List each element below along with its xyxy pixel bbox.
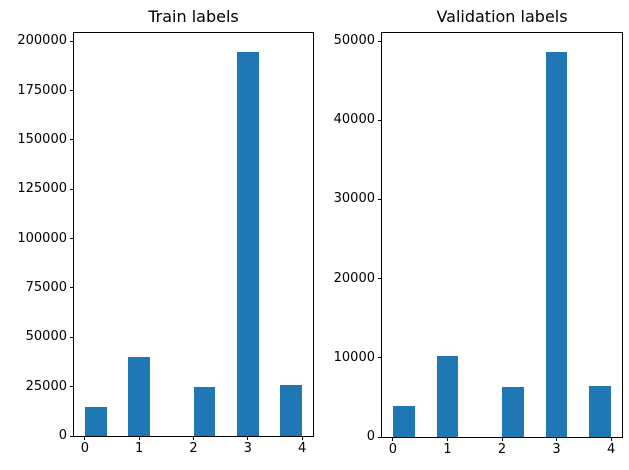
validation-chart-title: Validation labels [436,7,568,26]
y-tick-mark [70,287,74,289]
x-tick-mark [556,437,558,441]
histogram-bar-class-0 [392,405,415,437]
x-tick-label: 0 [388,442,398,457]
x-tick-label: 3 [243,441,252,456]
histogram-bar-class-3 [237,52,259,436]
y-tick-mark [70,435,74,437]
x-tick-mark [446,437,448,441]
x-tick-label: 4 [606,442,616,457]
y-tick-mark [378,357,382,359]
y-tick-label: 20000 [333,270,375,286]
x-tick-label: 3 [552,442,561,457]
y-tick-label: 150000 [17,131,67,147]
y-tick-label: 175000 [17,82,67,98]
histogram-bar-class-2 [193,387,216,436]
y-tick-mark [378,40,382,42]
y-tick-mark [70,139,74,141]
y-tick-mark [70,90,74,92]
histogram-bar-class-4 [280,384,303,436]
validation-histogram-axes: Validation labels 0 10000 20000 30000 40000 5… [334,8,623,457]
y-tick-mark [378,119,382,121]
x-tick-label: 4 [297,441,307,456]
y-tick-label: 50000 [25,329,67,345]
y-tick-label: 75000 [25,279,67,295]
x-tick-mark [501,437,503,441]
y-tick-mark [70,336,74,338]
y-tick-mark [378,198,382,200]
histogram-bar-class-0 [84,406,107,436]
y-tick-mark [70,386,74,388]
y-tick-label: 25000 [25,378,67,394]
x-tick-mark [247,436,249,440]
histogram-bar-class-4 [589,386,612,437]
y-tick-mark [70,188,74,190]
x-tick-label: 2 [189,441,198,456]
histogram-bar-class-1 [128,356,150,436]
y-tick-label: 30000 [333,191,375,207]
x-tick-label: 0 [80,441,90,456]
y-tick-mark [70,40,74,42]
x-tick-mark [610,437,612,441]
train-histogram-axes: Train labels 0 25000 50000 75000 100000 12500… [17,8,314,456]
y-tick-mark [70,238,74,240]
x-tick-label: 1 [443,442,452,457]
x-tick-mark [392,437,394,441]
y-tick-mark [378,436,382,438]
histogram-bar-class-1 [436,355,459,437]
y-tick-label: 50000 [333,33,375,49]
y-tick-label: 125000 [17,181,67,197]
x-tick-mark [138,436,140,440]
histogram-bar-class-2 [502,387,524,437]
histogram-bar-class-3 [545,52,568,437]
y-tick-label: 200000 [17,33,67,49]
y-tick-label: 10000 [333,349,375,365]
y-tick-label: 0 [58,428,67,443]
y-tick-label: 100000 [17,230,67,246]
y-tick-label: 40000 [333,112,375,128]
x-tick-mark [193,436,194,440]
x-tick-mark [301,436,303,440]
x-tick-mark [84,436,86,440]
x-tick-label: 1 [135,441,144,456]
train-chart-title: Train labels [148,7,239,26]
x-tick-label: 2 [497,442,507,457]
y-tick-mark [378,278,382,280]
y-tick-label: 0 [366,429,375,444]
